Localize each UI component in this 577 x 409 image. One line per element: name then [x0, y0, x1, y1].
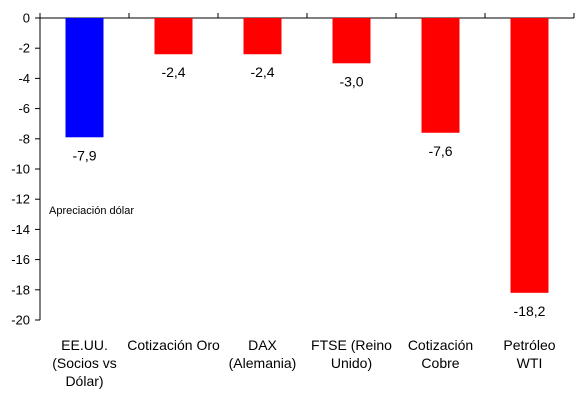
x-tick-label-line: Dólar) [65, 373, 103, 389]
y-tick-label: -16 [11, 252, 30, 267]
bar [510, 18, 549, 293]
bar [243, 18, 282, 55]
x-tick-label-line: DAX [248, 337, 277, 353]
labels: -7,9 EE.UU. (Socios vs Dólar) -2,4 Cotización… [49, 64, 556, 389]
data-label: -7,9 [72, 147, 96, 163]
y-tick-label: -4 [18, 71, 30, 86]
x-tick-label: EE.UU. (Socios vs Dólar) [52, 337, 117, 389]
y-tick-label: -2 [18, 41, 30, 56]
x-tick-label-line: Unido) [331, 355, 372, 371]
x-tick-label: Cotización Oro [127, 337, 220, 353]
y-tick-label: -18 [11, 282, 30, 297]
y-tick-label: -10 [11, 162, 30, 177]
x-tick-label-line: Petróleo [503, 337, 555, 353]
x-tick-label: Petróleo WTI [503, 337, 555, 371]
x-tick-label-line: (Socios vs [52, 355, 117, 371]
x-tick-label-line: EE.UU. [61, 337, 108, 353]
y-tick-label: 0 [23, 11, 30, 26]
y-tick-label: -12 [11, 192, 30, 207]
x-tick-label-line: Cotización Oro [127, 337, 220, 353]
x-tick-label: DAX (Alemania) [229, 337, 297, 371]
bar [154, 18, 193, 55]
y-tick-label: -8 [18, 131, 30, 146]
y-tick-label: -20 [11, 313, 30, 328]
bar [421, 18, 460, 133]
x-tick-label-line: (Alemania) [229, 355, 297, 371]
data-label: -7,6 [428, 143, 452, 159]
axes: 0 -2 -4 -6 -8 -10 -12 -14 -16 -18 -20 [11, 11, 575, 328]
annotation-label: Apreciación dólar [49, 205, 134, 217]
bar [65, 18, 104, 138]
y-tick-label: -6 [18, 101, 30, 116]
data-label: -3,0 [339, 73, 363, 89]
y-tick-label: -14 [11, 222, 30, 237]
bars [65, 18, 549, 293]
x-tick-label: Cotización Cobre [408, 337, 473, 371]
x-tick-label: FTSE (Reino Unido) [311, 337, 392, 371]
x-tick-label-line: WTI [517, 355, 543, 371]
bar [332, 18, 371, 64]
x-tick-label-line: Cotización [408, 337, 473, 353]
data-label: -2,4 [250, 64, 274, 80]
data-label: -2,4 [161, 64, 185, 80]
x-tick-label-line: Cobre [421, 355, 459, 371]
data-label: -18,2 [514, 303, 546, 319]
x-tick-label-line: FTSE (Reino [311, 337, 392, 353]
